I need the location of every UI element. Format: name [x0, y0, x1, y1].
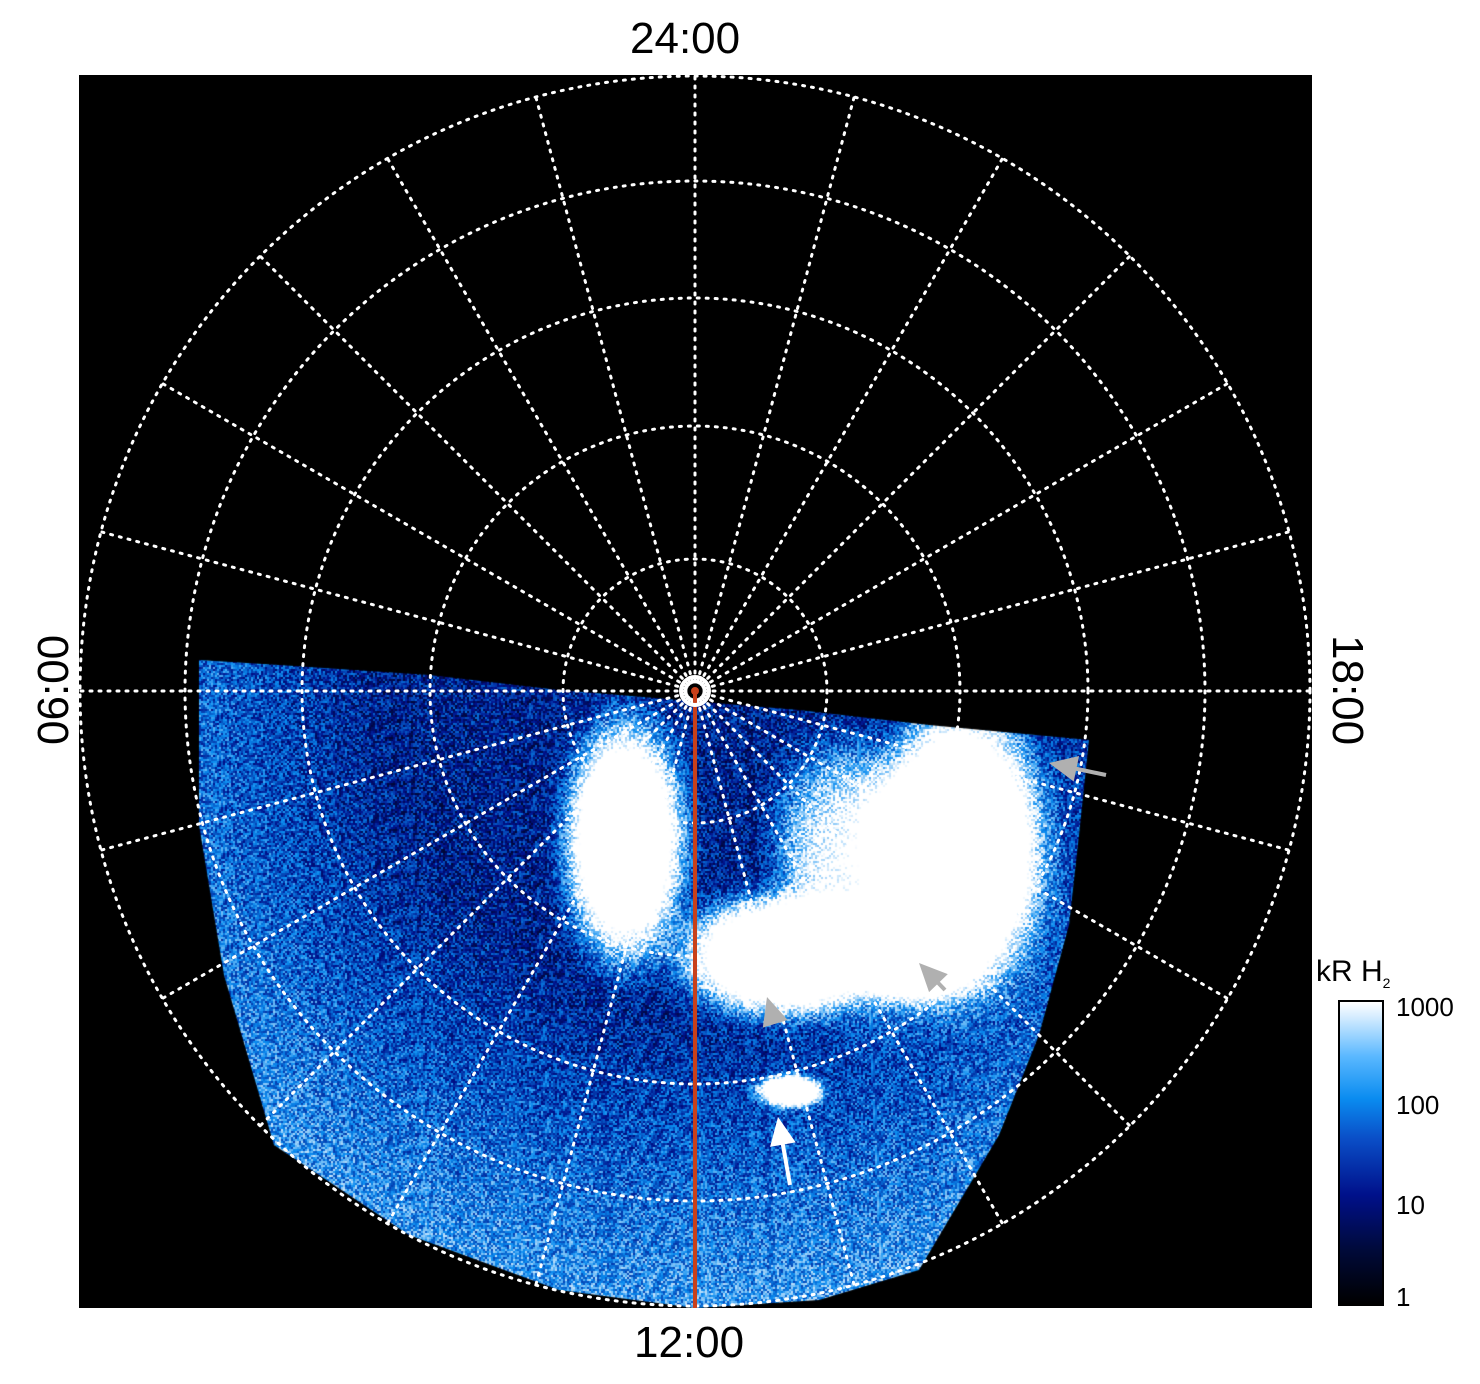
annotation-arrow-head: [1049, 756, 1080, 782]
colorbar: [1338, 1000, 1384, 1306]
colorbar-tick-label: 1: [1396, 1282, 1411, 1312]
annotation-arrow-shaft: [779, 1138, 792, 1186]
local-time-meridian: [386, 156, 697, 693]
colorbar-tick-label: 1000: [1396, 992, 1454, 1022]
polar-grid-overlay: [79, 75, 1312, 1308]
local-time-meridian: [693, 254, 1132, 693]
annotation-arrow-head: [919, 963, 948, 993]
local-time-meridian: [693, 156, 1004, 693]
local-time-meridian: [160, 689, 697, 1000]
local-time-meridian: [693, 689, 1132, 1128]
annotation-arrow-head: [762, 997, 788, 1028]
annotation-arrow-head: [770, 1117, 796, 1147]
local-time-meridian: [258, 254, 697, 693]
colorbar-tick-label: 100: [1396, 1090, 1440, 1120]
local-time-meridian: [534, 689, 697, 1287]
local-time-label-right: 18:00: [1323, 635, 1372, 746]
colorbar-tick-label: 10: [1396, 1190, 1425, 1220]
local-time-meridian: [693, 689, 856, 1287]
local-time-meridian: [693, 689, 1230, 1000]
local-time-meridian: [693, 95, 856, 693]
colorbar-title: kR H2: [1316, 955, 1391, 991]
pole-dot: [691, 687, 699, 695]
local-time-label-left: 06:00: [29, 634, 78, 745]
latitude-circle: [300, 296, 1090, 1086]
local-time-meridian: [386, 689, 697, 1226]
local-time-meridian: [693, 382, 1230, 693]
local-time-label-top: 24:00: [630, 14, 741, 63]
local-time-meridian: [99, 530, 697, 693]
local-time-meridian: [534, 95, 697, 693]
local-time-meridian: [99, 689, 697, 852]
pole-marker: [679, 675, 711, 707]
local-time-meridian: [693, 530, 1291, 693]
local-time-label-bottom: 12:00: [634, 1318, 745, 1367]
local-time-meridian: [160, 382, 697, 693]
local-time-meridian: [693, 689, 1291, 852]
annotation-arrow-shaft: [1070, 765, 1107, 777]
local-time-meridian: [693, 689, 1004, 1226]
polar-auroral-image: [79, 75, 1312, 1308]
local-time-meridian: [258, 689, 697, 1128]
